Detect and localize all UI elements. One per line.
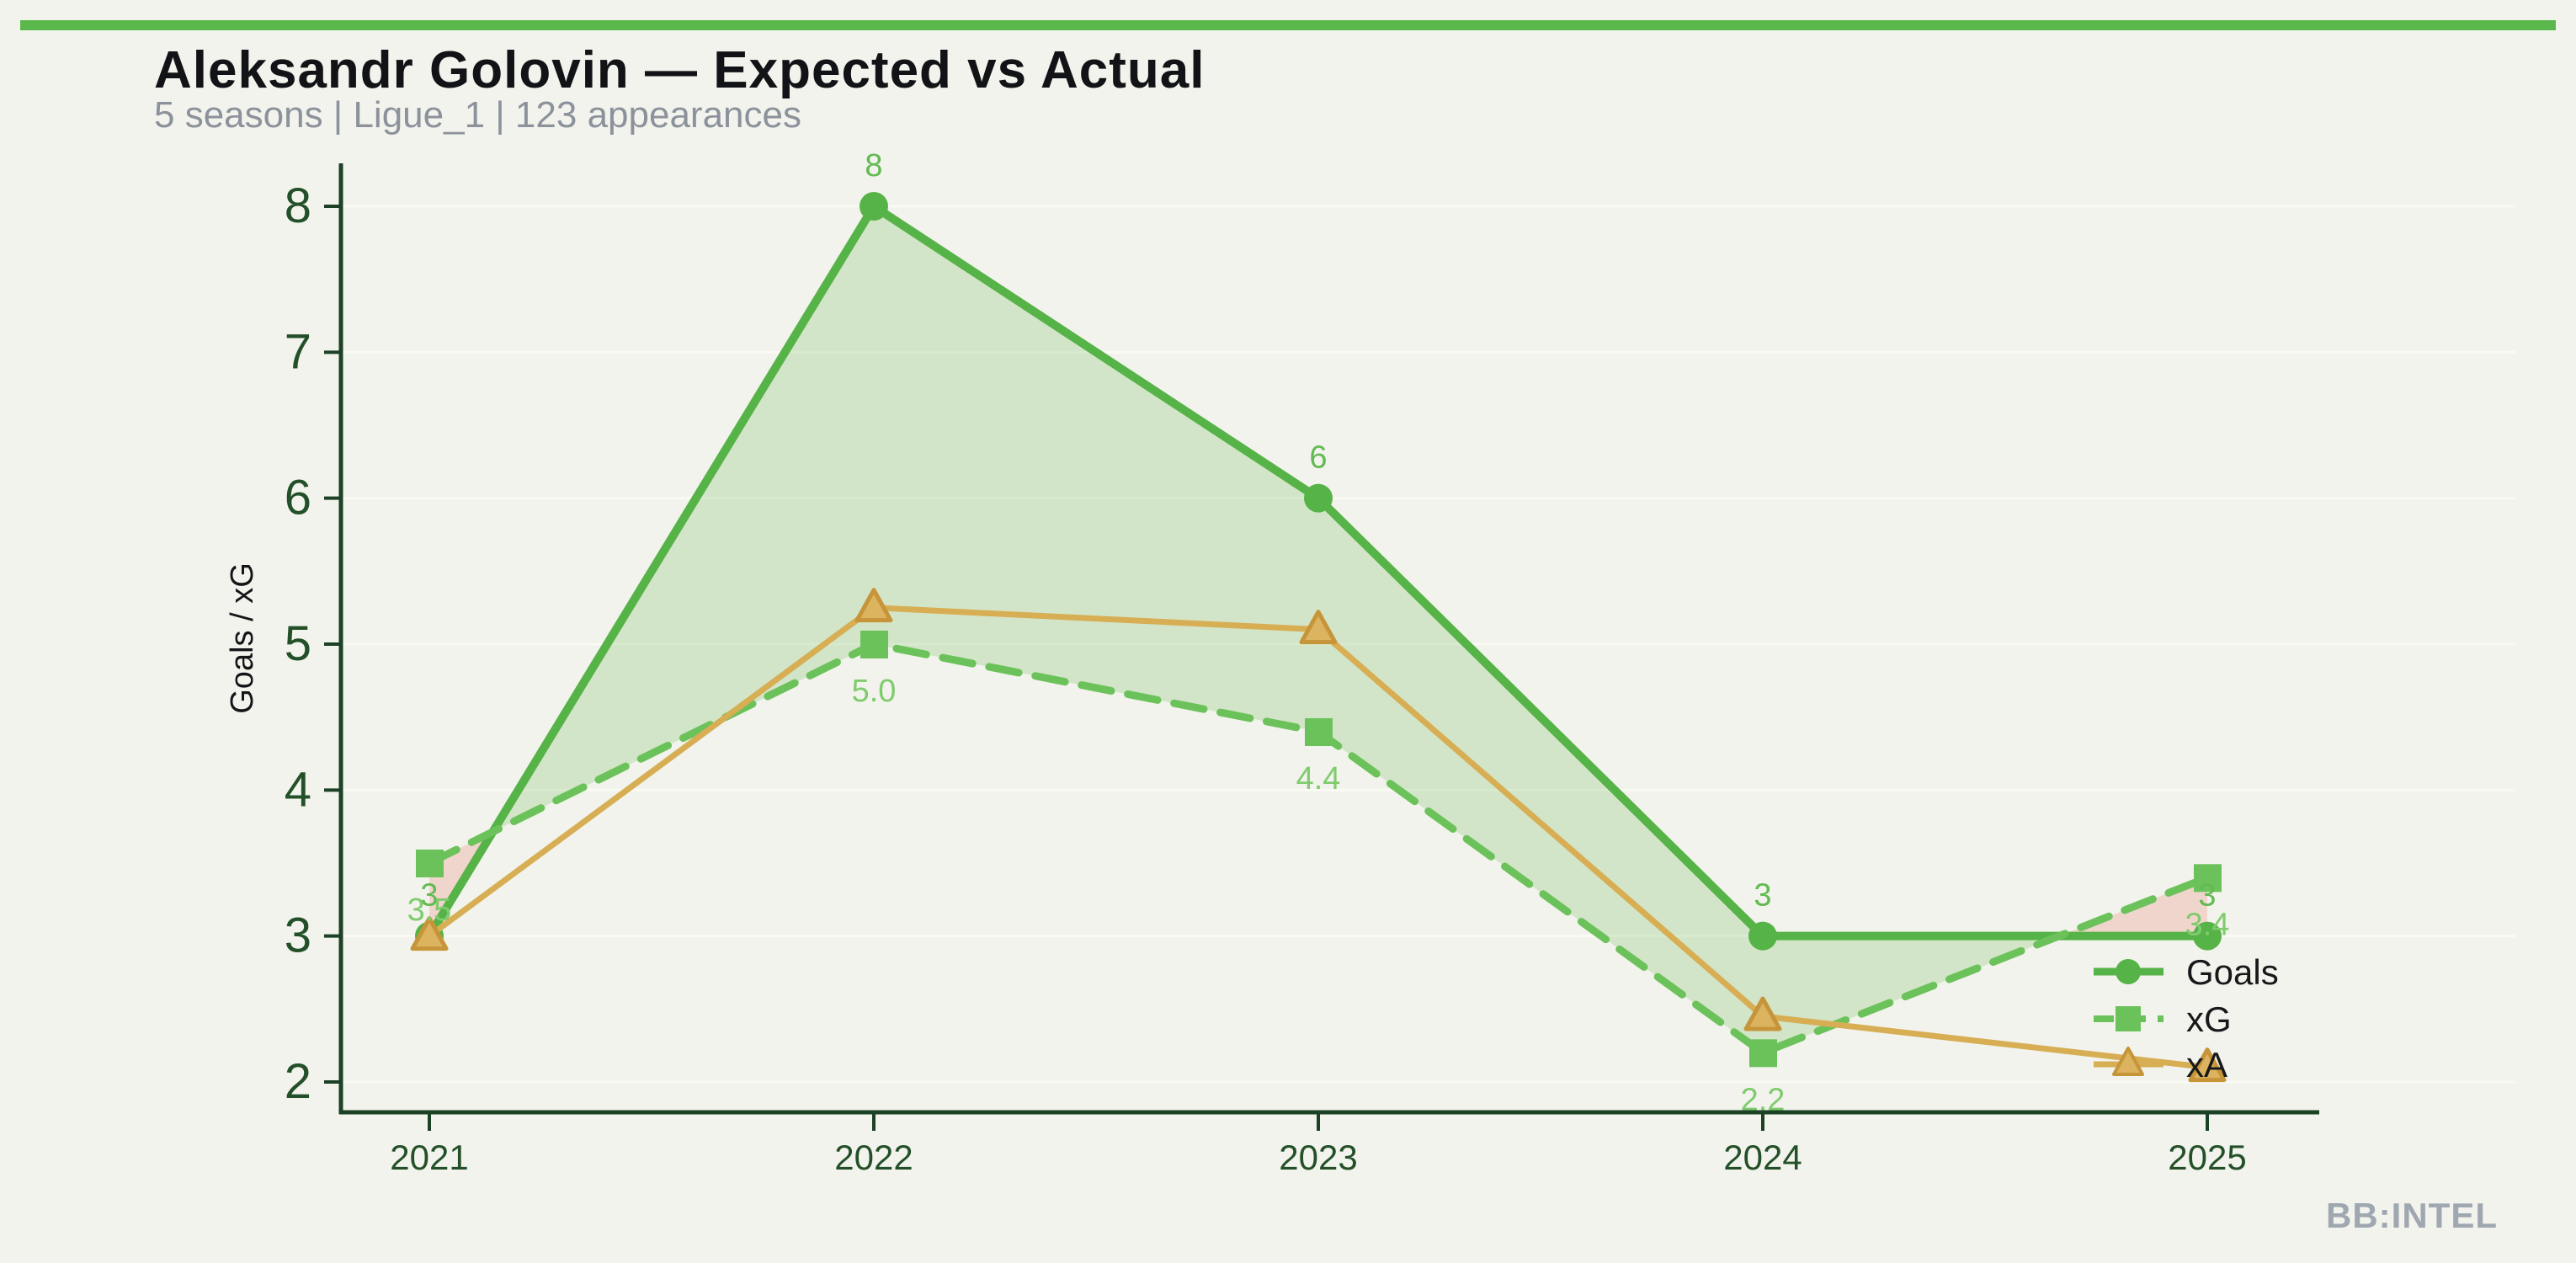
- legend-label: xG: [2186, 999, 2232, 1039]
- goals-point-marker: [1748, 921, 1777, 951]
- xa-point-marker: [410, 916, 449, 951]
- xg-point-label: 5.0: [852, 674, 897, 709]
- goals-point-marker: [1304, 483, 1333, 513]
- legend-xg-marker: [2116, 1006, 2141, 1031]
- xg-point-marker: [416, 849, 444, 877]
- xa-point-marker: [2188, 1047, 2227, 1083]
- y-tick-label: 6: [285, 471, 311, 525]
- legend-label: Goals: [2186, 952, 2279, 992]
- goals-point-label: 8: [865, 148, 882, 184]
- x-tick-label: 2024: [1723, 1138, 1802, 1177]
- y-tick-label: 2: [285, 1054, 311, 1109]
- brand-watermark: BB:INTEL: [2326, 1196, 2498, 1235]
- xg-point-label: 4.4: [1296, 761, 1341, 797]
- legend-goals-marker: [2116, 959, 2141, 984]
- y-tick-label: 5: [285, 616, 311, 671]
- goals-point-label: 3: [2198, 878, 2216, 914]
- x-tick-label: 2022: [834, 1138, 913, 1177]
- xg-point-label: 3.4: [2185, 907, 2230, 942]
- page-title: Aleksandr Golovin — Expected vs Actual: [154, 41, 1206, 99]
- y-axis-title: Goals / xG: [225, 562, 260, 714]
- y-tick-label: 7: [285, 324, 311, 379]
- accent-topbar: [20, 20, 2556, 30]
- xa-point-marker: [1299, 610, 1338, 645]
- page-subtitle: 5 seasons | Ligue_1 | 123 appearances: [154, 94, 801, 136]
- x-tick-label: 2025: [2168, 1138, 2246, 1177]
- xg-point-marker: [1749, 1039, 1777, 1068]
- x-tick-label: 2021: [390, 1138, 468, 1177]
- goals-point-marker: [860, 192, 888, 221]
- y-tick-label: 3: [285, 909, 311, 963]
- legend-xa-marker: [2112, 1047, 2144, 1076]
- xg-point-marker: [860, 630, 888, 658]
- y-tick-label: 4: [285, 762, 311, 817]
- xg-point-marker: [1305, 717, 1333, 746]
- goals-point-label: 3: [420, 878, 438, 914]
- goals-point-label: 3: [1754, 878, 1771, 914]
- xg-point-marker: [2194, 864, 2222, 893]
- legend-label: xA: [2186, 1045, 2227, 1084]
- xa-point-marker: [1743, 996, 1782, 1031]
- x-tick-label: 2023: [1279, 1138, 1357, 1177]
- goals-point-marker: [2193, 921, 2222, 951]
- xa-point-marker: [854, 588, 893, 623]
- goals-point-label: 6: [1309, 440, 1327, 476]
- xg-point-label: 2.2: [1741, 1082, 1786, 1117]
- y-tick-label: 8: [285, 179, 311, 233]
- xg-point-label: 3.5: [407, 893, 452, 928]
